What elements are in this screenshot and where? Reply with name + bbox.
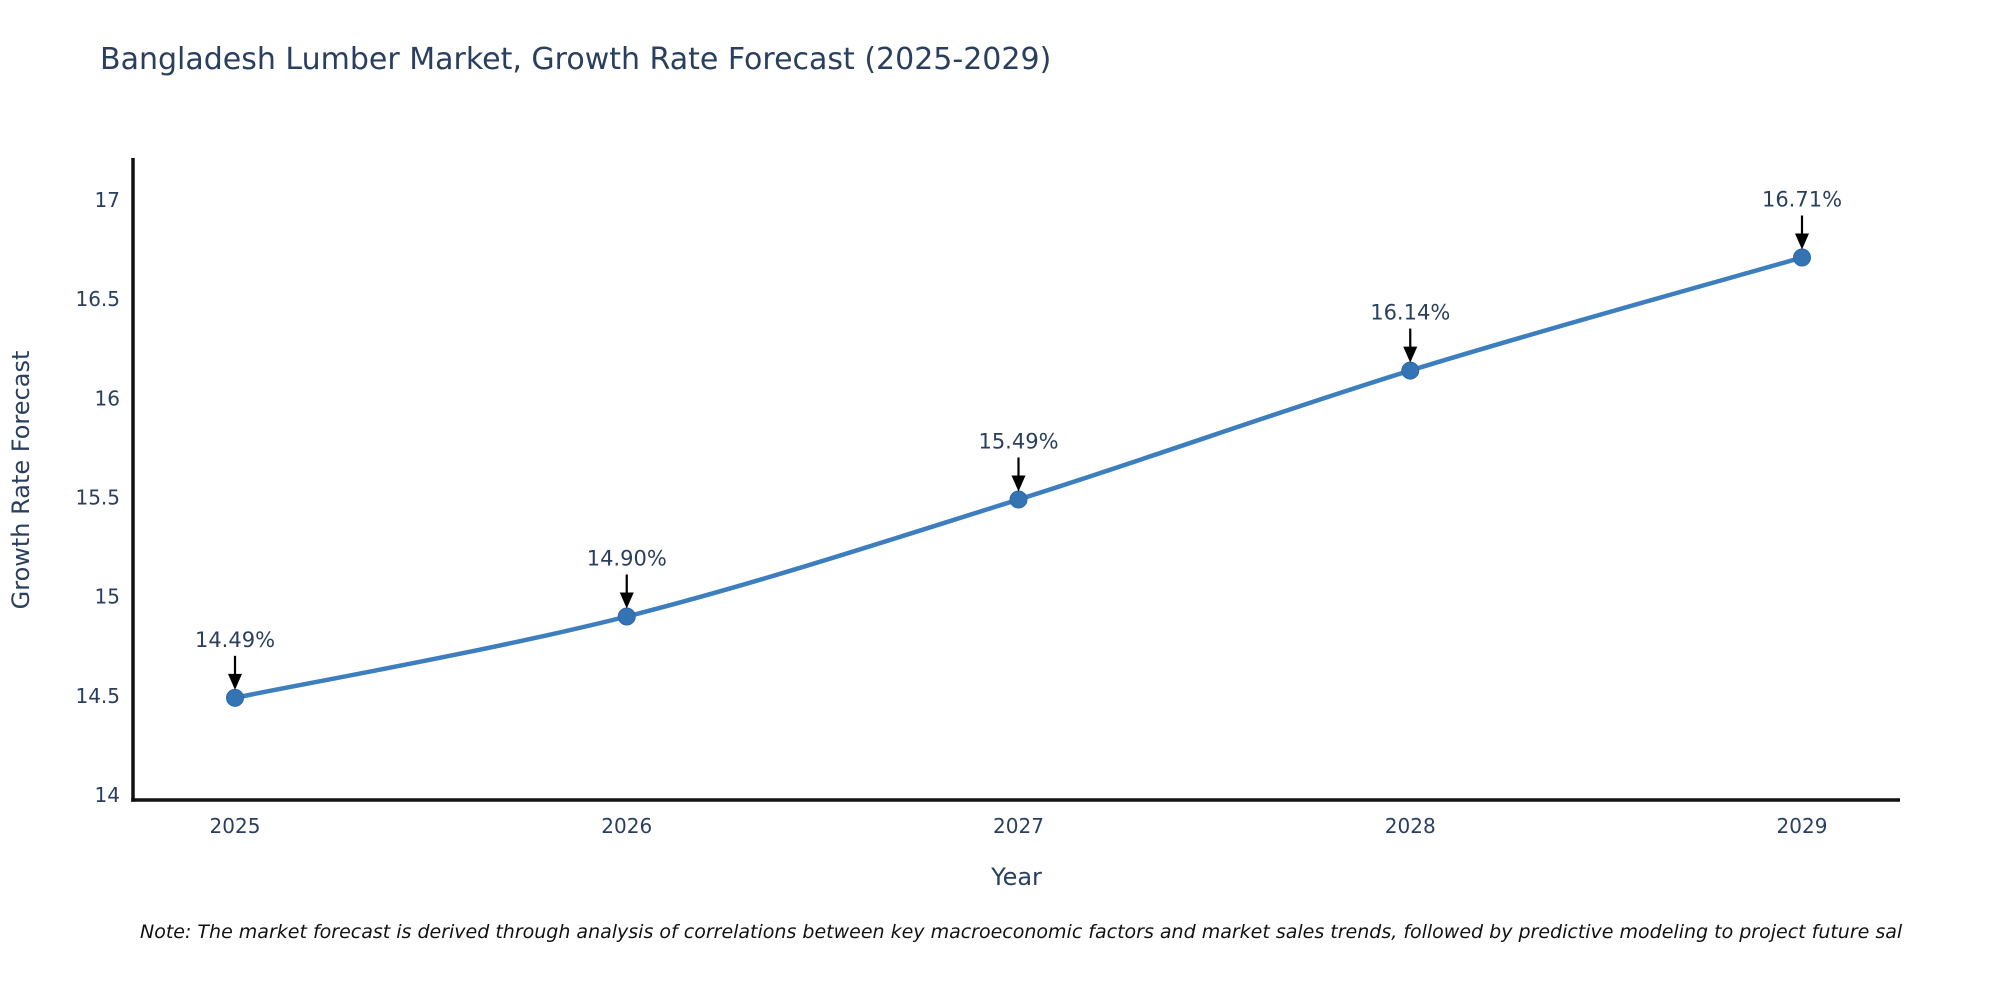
- y-tick-label: 16.5: [75, 287, 120, 311]
- y-tick-label: 14.5: [75, 684, 120, 708]
- y-axis-title: Growth Rate Forecast: [7, 351, 35, 610]
- annotation-arrowhead: [1011, 475, 1026, 492]
- x-tick-label: 2025: [210, 814, 261, 838]
- annotation-arrowhead: [619, 592, 634, 609]
- x-tick-label: 2029: [1777, 814, 1828, 838]
- data-point-marker[interactable]: [226, 688, 244, 707]
- data-point-marker[interactable]: [1401, 361, 1420, 380]
- data-point-marker[interactable]: [1009, 490, 1028, 509]
- x-tick-label: 2026: [601, 814, 652, 838]
- data-point-marker[interactable]: [617, 607, 636, 626]
- data-point-marker[interactable]: [1793, 248, 1811, 267]
- annotation-label: 14.90%: [587, 547, 667, 571]
- annotation-arrowhead: [228, 673, 242, 690]
- x-tick-label: 2028: [1385, 814, 1436, 838]
- x-axis-title: Year: [990, 863, 1042, 891]
- y-tick-label: 17: [95, 188, 120, 212]
- annotation-arrowhead: [1403, 346, 1418, 363]
- x-tick-label: 2027: [993, 814, 1044, 838]
- y-tick-label: 15.5: [75, 486, 120, 510]
- y-tick-label: 16: [95, 386, 120, 410]
- y-tick-label: 15: [95, 585, 120, 609]
- footnote: Note: The market forecast is derived thr…: [140, 921, 1903, 943]
- y-tick-label: 14: [95, 783, 120, 807]
- annotation-arrowhead: [1795, 233, 1809, 250]
- annotation-label: 14.49%: [195, 628, 275, 652]
- chart-title: Bangladesh Lumber Market, Growth Rate Fo…: [100, 42, 1052, 77]
- annotation-label: 15.49%: [978, 429, 1058, 453]
- annotation-label: 16.14%: [1370, 301, 1450, 325]
- annotation-label: 16.71%: [1762, 188, 1842, 212]
